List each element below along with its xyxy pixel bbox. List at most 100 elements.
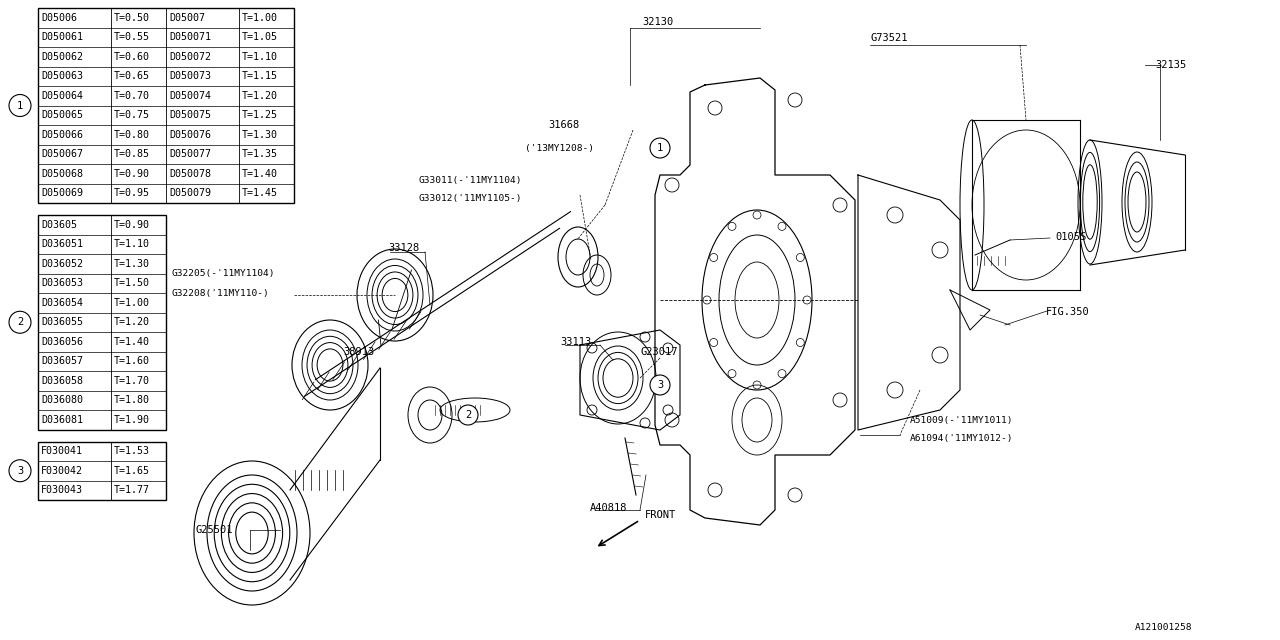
Text: T=1.53: T=1.53 bbox=[114, 446, 150, 456]
Text: 3: 3 bbox=[657, 380, 663, 390]
Circle shape bbox=[9, 95, 31, 116]
Text: D050074: D050074 bbox=[169, 91, 211, 100]
Bar bbox=[38, 8, 294, 203]
Text: D036052: D036052 bbox=[41, 259, 83, 269]
Text: F030043: F030043 bbox=[41, 485, 83, 495]
Text: 2: 2 bbox=[465, 410, 471, 420]
Text: T=1.45: T=1.45 bbox=[242, 188, 278, 198]
Text: T=1.10: T=1.10 bbox=[242, 52, 278, 61]
Text: FRONT: FRONT bbox=[645, 510, 676, 520]
Text: D050071: D050071 bbox=[169, 32, 211, 42]
Text: T=1.35: T=1.35 bbox=[242, 149, 278, 159]
Text: T=1.50: T=1.50 bbox=[114, 278, 150, 288]
Text: 33128: 33128 bbox=[388, 243, 420, 253]
Text: T=0.50: T=0.50 bbox=[114, 13, 150, 23]
Text: T=0.95: T=0.95 bbox=[114, 188, 150, 198]
Text: D05006: D05006 bbox=[41, 13, 77, 23]
Text: T=0.55: T=0.55 bbox=[114, 32, 150, 42]
Text: D05007: D05007 bbox=[169, 13, 205, 23]
Text: T=0.85: T=0.85 bbox=[114, 149, 150, 159]
Text: D036053: D036053 bbox=[41, 278, 83, 288]
Text: T=1.60: T=1.60 bbox=[114, 356, 150, 366]
Text: 3: 3 bbox=[17, 466, 23, 476]
Text: 32130: 32130 bbox=[643, 17, 673, 27]
Text: D050078: D050078 bbox=[169, 169, 211, 179]
Text: T=0.90: T=0.90 bbox=[114, 220, 150, 230]
Text: T=1.70: T=1.70 bbox=[114, 376, 150, 386]
Text: G23017: G23017 bbox=[640, 347, 677, 357]
Text: 31668: 31668 bbox=[548, 120, 580, 130]
Text: D036055: D036055 bbox=[41, 317, 83, 327]
Text: T=1.80: T=1.80 bbox=[114, 396, 150, 405]
Text: D050075: D050075 bbox=[169, 110, 211, 120]
Bar bbox=[38, 442, 166, 500]
Text: G32205(-'11MY1104): G32205(-'11MY1104) bbox=[172, 269, 274, 278]
Text: D036054: D036054 bbox=[41, 298, 83, 308]
Text: FIG.350: FIG.350 bbox=[1046, 307, 1089, 317]
Text: T=0.80: T=0.80 bbox=[114, 130, 150, 140]
Circle shape bbox=[650, 138, 669, 158]
Text: ('13MY1208-): ('13MY1208-) bbox=[525, 143, 594, 152]
Text: 33113: 33113 bbox=[561, 337, 591, 347]
Text: G33012('11MY1105-): G33012('11MY1105-) bbox=[419, 193, 521, 202]
Text: T=1.05: T=1.05 bbox=[242, 32, 278, 42]
Text: D050067: D050067 bbox=[41, 149, 83, 159]
Text: D050066: D050066 bbox=[41, 130, 83, 140]
Text: A121001258: A121001258 bbox=[1135, 623, 1193, 632]
Text: T=0.90: T=0.90 bbox=[114, 169, 150, 179]
Text: D050062: D050062 bbox=[41, 52, 83, 61]
Bar bbox=[38, 215, 166, 429]
Text: T=1.15: T=1.15 bbox=[242, 71, 278, 81]
Text: D050068: D050068 bbox=[41, 169, 83, 179]
Text: 2: 2 bbox=[17, 317, 23, 327]
Text: D036051: D036051 bbox=[41, 239, 83, 249]
Text: G25501: G25501 bbox=[195, 525, 233, 535]
Text: T=1.20: T=1.20 bbox=[114, 317, 150, 327]
Text: T=0.75: T=0.75 bbox=[114, 110, 150, 120]
Text: F030041: F030041 bbox=[41, 446, 83, 456]
Text: D050076: D050076 bbox=[169, 130, 211, 140]
Text: D050061: D050061 bbox=[41, 32, 83, 42]
Text: 1: 1 bbox=[17, 100, 23, 111]
Text: G32208('11MY110-): G32208('11MY110-) bbox=[172, 289, 269, 298]
Text: D036080: D036080 bbox=[41, 396, 83, 405]
Text: T=1.90: T=1.90 bbox=[114, 415, 150, 425]
Text: D050077: D050077 bbox=[169, 149, 211, 159]
Circle shape bbox=[9, 460, 31, 482]
Text: D036081: D036081 bbox=[41, 415, 83, 425]
Text: D050063: D050063 bbox=[41, 71, 83, 81]
Text: T=1.00: T=1.00 bbox=[242, 13, 278, 23]
Text: 32135: 32135 bbox=[1155, 60, 1187, 70]
Text: D050069: D050069 bbox=[41, 188, 83, 198]
Text: D036058: D036058 bbox=[41, 376, 83, 386]
Text: T=1.40: T=1.40 bbox=[242, 169, 278, 179]
Text: A61094('11MY1012-): A61094('11MY1012-) bbox=[910, 433, 1014, 442]
Text: T=1.30: T=1.30 bbox=[242, 130, 278, 140]
Text: D036056: D036056 bbox=[41, 337, 83, 347]
Text: T=1.25: T=1.25 bbox=[242, 110, 278, 120]
Text: T=1.40: T=1.40 bbox=[114, 337, 150, 347]
Circle shape bbox=[650, 375, 669, 395]
Text: T=1.30: T=1.30 bbox=[114, 259, 150, 269]
Text: T=1.77: T=1.77 bbox=[114, 485, 150, 495]
Circle shape bbox=[9, 311, 31, 333]
Text: A51009(-'11MY1011): A51009(-'11MY1011) bbox=[910, 415, 1014, 424]
Text: F030042: F030042 bbox=[41, 466, 83, 476]
Text: D050079: D050079 bbox=[169, 188, 211, 198]
Text: G33011(-'11MY1104): G33011(-'11MY1104) bbox=[419, 175, 521, 184]
Text: 0105S: 0105S bbox=[1055, 232, 1087, 242]
Text: G73521: G73521 bbox=[870, 33, 908, 43]
Text: 38913: 38913 bbox=[343, 347, 374, 357]
Text: D036057: D036057 bbox=[41, 356, 83, 366]
Text: T=1.65: T=1.65 bbox=[114, 466, 150, 476]
Text: T=0.70: T=0.70 bbox=[114, 91, 150, 100]
Text: D050073: D050073 bbox=[169, 71, 211, 81]
Text: D050065: D050065 bbox=[41, 110, 83, 120]
Text: T=1.00: T=1.00 bbox=[114, 298, 150, 308]
Text: D050064: D050064 bbox=[41, 91, 83, 100]
Text: A40818: A40818 bbox=[590, 503, 627, 513]
Text: 1: 1 bbox=[657, 143, 663, 153]
Text: T=1.10: T=1.10 bbox=[114, 239, 150, 249]
Text: T=1.20: T=1.20 bbox=[242, 91, 278, 100]
Text: T=0.60: T=0.60 bbox=[114, 52, 150, 61]
